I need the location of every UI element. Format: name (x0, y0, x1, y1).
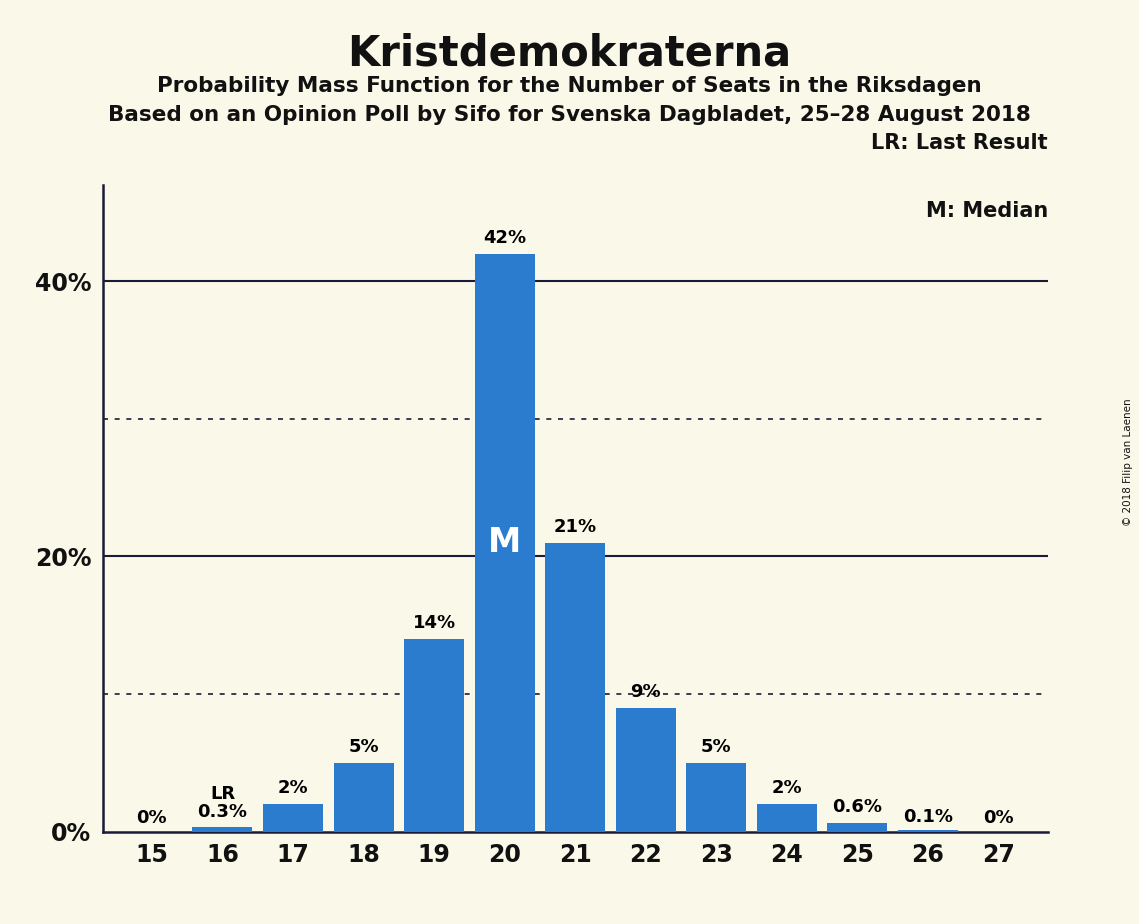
Text: 9%: 9% (630, 683, 661, 701)
Text: 0.3%: 0.3% (197, 803, 247, 821)
Bar (616, 708, 675, 832)
Text: 0%: 0% (137, 809, 167, 828)
Text: 21%: 21% (554, 517, 597, 536)
Text: 0.1%: 0.1% (903, 808, 953, 826)
Bar (475, 253, 534, 832)
Bar (827, 823, 887, 832)
Bar (687, 763, 746, 832)
Text: © 2018 Filip van Laenen: © 2018 Filip van Laenen (1123, 398, 1133, 526)
Text: LR: LR (210, 784, 235, 803)
Text: M: Median: M: Median (926, 201, 1048, 221)
Text: 0.6%: 0.6% (833, 798, 883, 817)
Text: 2%: 2% (771, 779, 802, 797)
Text: M: M (487, 526, 522, 559)
Text: 2%: 2% (278, 779, 309, 797)
Text: 5%: 5% (700, 738, 731, 756)
Text: Probability Mass Function for the Number of Seats in the Riksdagen: Probability Mass Function for the Number… (157, 76, 982, 96)
Bar (898, 831, 958, 832)
Text: Based on an Opinion Poll by Sifo for Svenska Dagbladet, 25–28 August 2018: Based on an Opinion Poll by Sifo for Sve… (108, 105, 1031, 126)
Text: 14%: 14% (412, 614, 456, 632)
Text: 42%: 42% (483, 229, 526, 247)
Bar (263, 804, 323, 832)
Bar (404, 638, 464, 832)
Text: 5%: 5% (349, 738, 379, 756)
Bar (192, 828, 253, 832)
Text: LR: Last Result: LR: Last Result (871, 133, 1048, 153)
Text: 0%: 0% (983, 809, 1014, 828)
Bar (546, 542, 605, 832)
Bar (756, 804, 817, 832)
Bar (334, 763, 394, 832)
Text: Kristdemokraterna: Kristdemokraterna (347, 32, 792, 74)
